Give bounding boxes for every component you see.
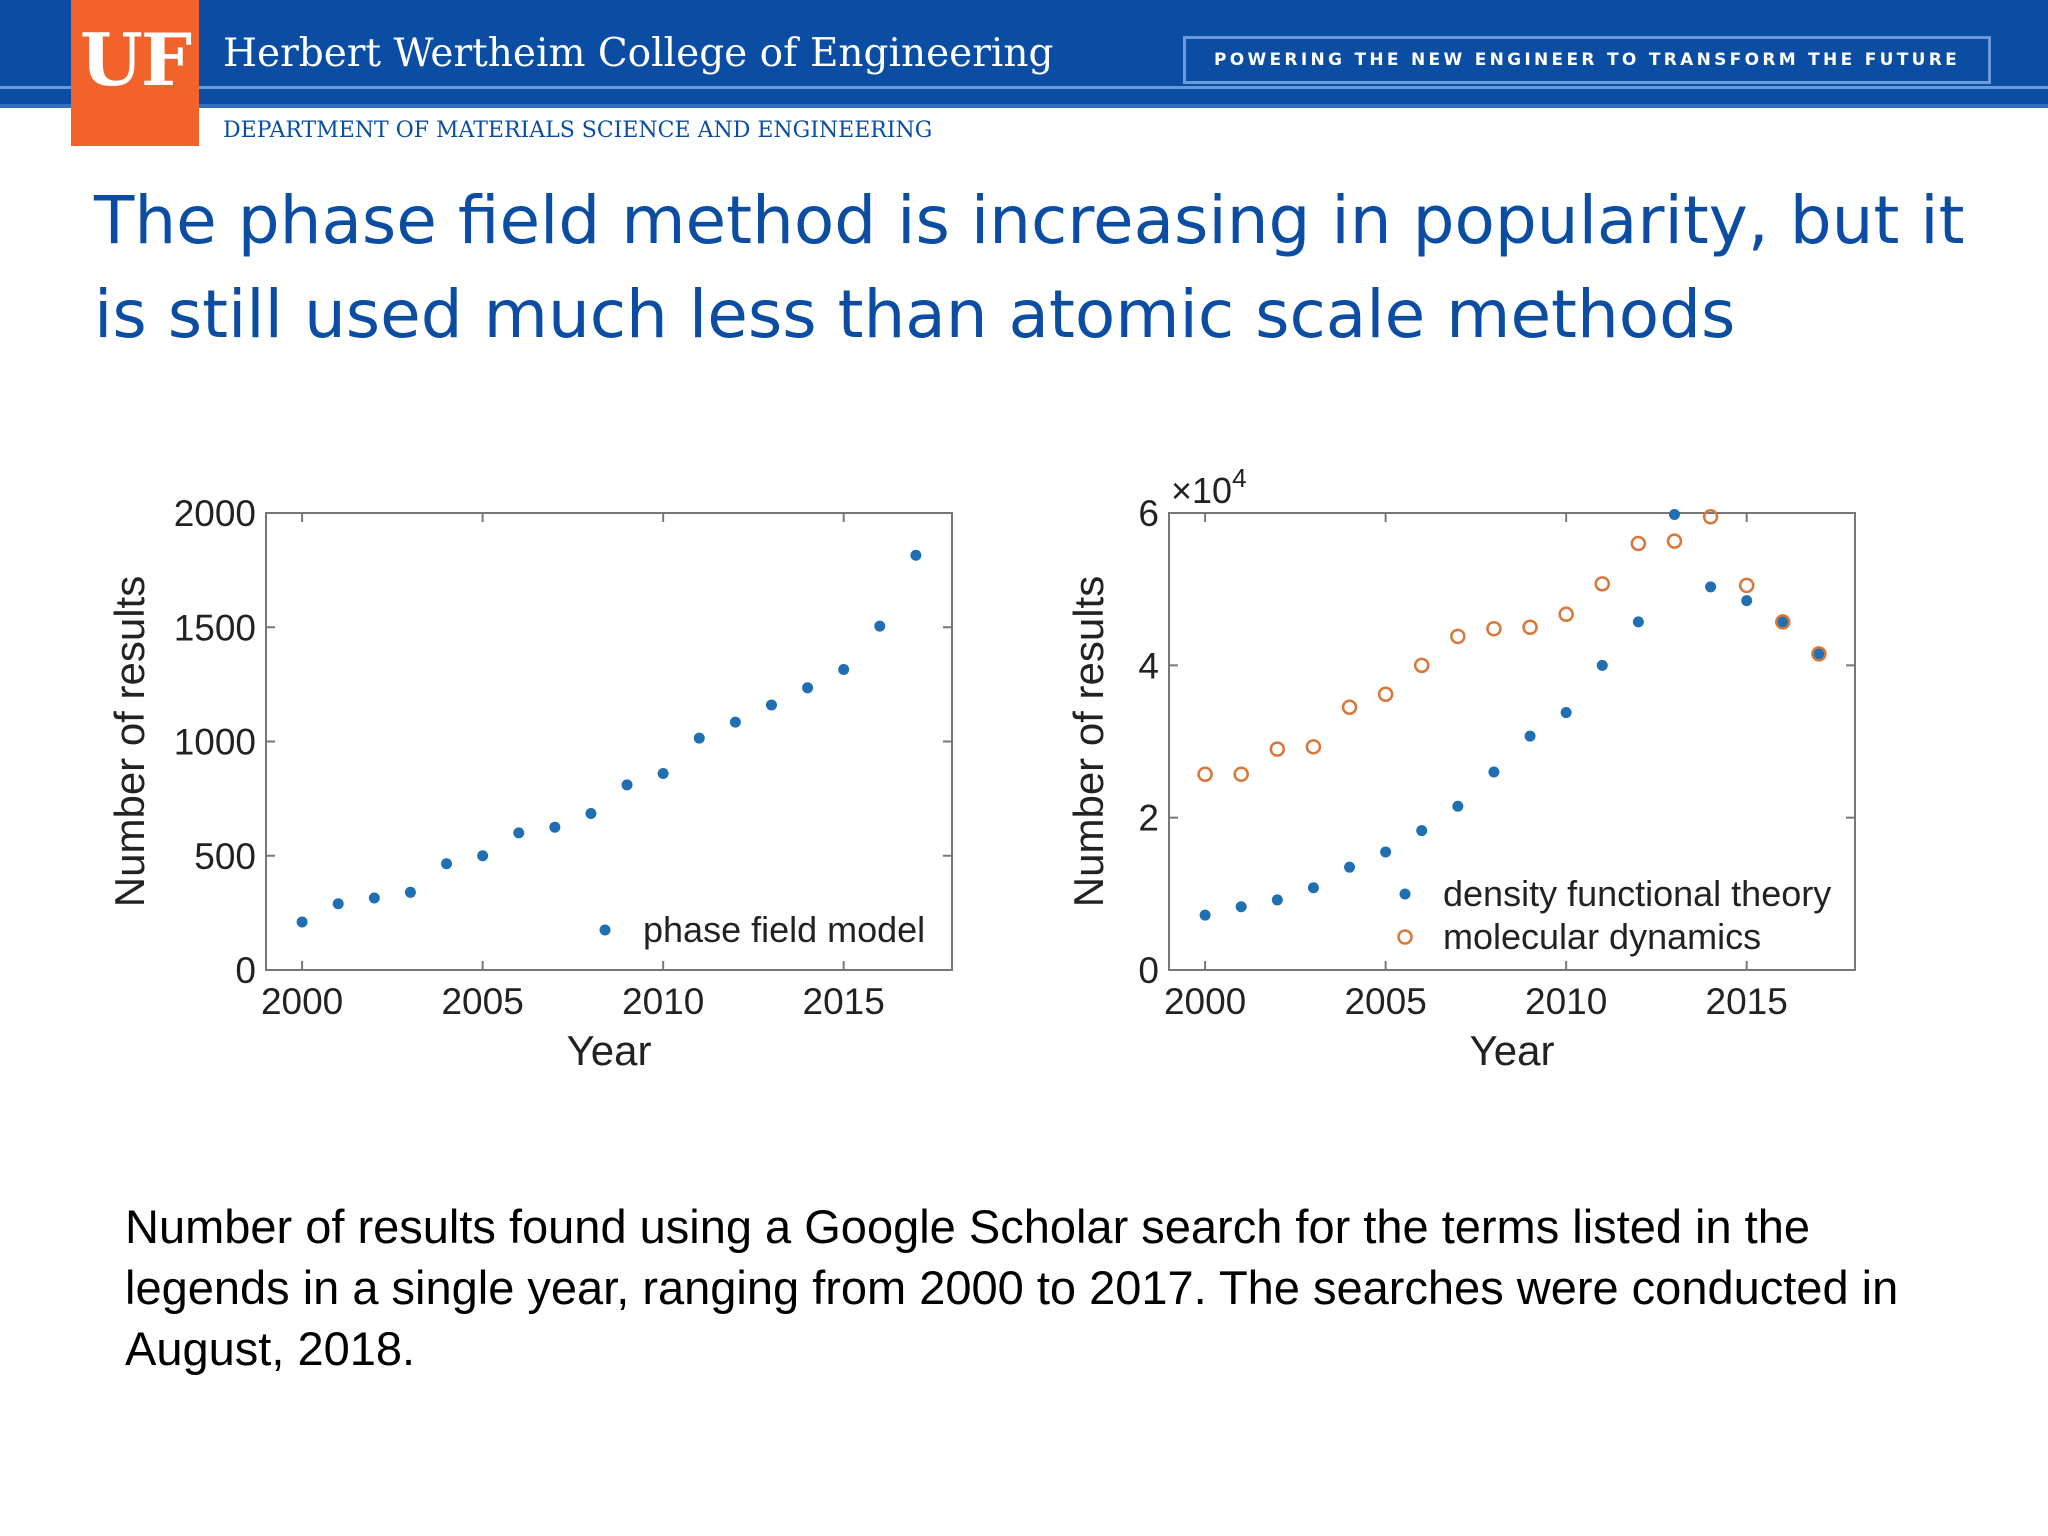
am-point-s0 xyxy=(1524,730,1536,742)
uf-logo: UF xyxy=(71,0,199,146)
pf-point-s0 xyxy=(765,699,777,711)
pf-point-s0 xyxy=(874,620,886,632)
am-y-multiplier: ×104 xyxy=(1171,463,1247,511)
am-point-s0 xyxy=(1271,894,1283,906)
pf-y-axis-label: Number of results xyxy=(106,576,153,907)
am-xtick-label: 2005 xyxy=(1344,981,1426,1022)
am-point-s1 xyxy=(1233,766,1249,783)
pf-point-s0 xyxy=(513,827,525,839)
chart-atomic-methods: 2000 2005 2010 2015 0 2 4 6 Year Number of result… xyxy=(1060,460,1980,1100)
am-legend-label: density functional theory xyxy=(1443,873,1831,914)
am-point-s0 xyxy=(1668,509,1680,521)
am-point-s0 xyxy=(1705,581,1717,593)
pf-point-s0 xyxy=(657,767,669,779)
am-point-s1 xyxy=(1630,535,1647,552)
am-point-s0 xyxy=(1452,800,1464,812)
pf-x-axis-label: Year xyxy=(567,1027,652,1074)
am-point-s1 xyxy=(1413,657,1430,674)
figure-caption: Number of results found using a Google S… xyxy=(125,1200,1899,1375)
am-point-s0 xyxy=(1632,616,1644,628)
am-point-s0 xyxy=(1813,648,1825,660)
pf-ytick-label: 0 xyxy=(235,950,256,991)
banner-divider xyxy=(0,86,2048,89)
department-name: DEPARTMENT OF MATERIALS SCIENCE AND ENGI… xyxy=(223,118,933,143)
am-point-s0 xyxy=(1307,882,1319,894)
pf-point-s0 xyxy=(693,732,705,744)
am-point-s0 xyxy=(1777,616,1789,628)
am-ytick-label: 2 xyxy=(1138,798,1159,839)
pf-point-s0 xyxy=(729,716,741,728)
am-point-s0 xyxy=(1416,825,1428,837)
tagline-box: POWERING THE NEW ENGINEER TO TRANSFORM T… xyxy=(1183,36,1991,84)
pf-point-s0 xyxy=(441,858,453,870)
pf-xtick-label: 2010 xyxy=(622,981,704,1022)
am-point-s1 xyxy=(1377,686,1394,703)
pf-point-s0 xyxy=(477,850,489,862)
pf-xtick-label: 2005 xyxy=(441,981,523,1022)
header-banner: Herbert Wertheim College of Engineering … xyxy=(0,0,2048,108)
pf-point-s0 xyxy=(910,549,922,561)
pf-xtick-label: 2015 xyxy=(803,981,885,1022)
am-y-multiplier-exponent: 4 xyxy=(1232,463,1246,493)
am-point-s1 xyxy=(1522,619,1538,635)
pf-point-s0 xyxy=(838,664,850,676)
pf-point-s0 xyxy=(404,886,416,898)
am-point-s1 xyxy=(1666,533,1683,549)
am-point-s1 xyxy=(1269,741,1286,757)
am-xtick-label: 2010 xyxy=(1525,981,1607,1022)
am-point-s1 xyxy=(1450,628,1466,645)
slide-title: The phase field method is increasing in … xyxy=(94,182,1965,353)
am-legend-marker xyxy=(1399,888,1411,900)
college-name: Herbert Wertheim College of Engineering xyxy=(223,31,1054,76)
pf-point-s0 xyxy=(802,682,814,694)
am-point-s1 xyxy=(1341,699,1358,715)
am-point-s0 xyxy=(1560,707,1572,719)
am-point-s0 xyxy=(1380,846,1392,858)
am-point-s0 xyxy=(1596,659,1608,671)
am-xtick-label: 2000 xyxy=(1164,981,1246,1022)
am-point-s0 xyxy=(1488,766,1500,778)
chart-phase-field-svg: 2000 2005 2010 2015 0 500 1000 1500 2000 Year Numb… xyxy=(106,493,953,1074)
pf-point-s0 xyxy=(585,807,597,819)
am-point-s0 xyxy=(1199,909,1211,921)
am-point-s1 xyxy=(1811,646,1827,662)
am-point-s1 xyxy=(1558,606,1574,623)
pf-point-s0 xyxy=(368,892,380,904)
am-ytick-label: 6 xyxy=(1138,493,1159,534)
am-point-s1 xyxy=(1197,766,1213,783)
am-point-s0 xyxy=(1741,595,1753,607)
pf-point-s0 xyxy=(621,779,633,791)
uf-logo-text: UF xyxy=(80,17,192,102)
am-point-s1 xyxy=(1775,614,1791,630)
am-legend-marker xyxy=(1397,929,1413,945)
pf-xtick-label: 2000 xyxy=(261,981,343,1022)
pf-point-s0 xyxy=(549,821,561,833)
am-point-s0 xyxy=(1235,901,1247,913)
am-point-s0 xyxy=(1344,861,1356,873)
am-ytick-label: 4 xyxy=(1138,645,1159,686)
am-point-s1 xyxy=(1738,577,1755,594)
am-point-s1 xyxy=(1486,621,1502,637)
am-point-s1 xyxy=(1305,739,1322,755)
pf-point-s0 xyxy=(332,898,344,910)
am-y-axis-label: Number of results xyxy=(1065,576,1112,907)
am-x-axis-label: Year xyxy=(1470,1027,1555,1074)
chart-phase-field: 2000 2005 2010 2015 0 500 1000 1500 2000 Year Numb… xyxy=(100,460,980,1100)
chart-atomic-methods-svg: 2000 2005 2010 2015 0 2 4 6 Year Number of result… xyxy=(1065,463,1856,1074)
am-point-s1 xyxy=(1702,509,1719,525)
pf-point-s0 xyxy=(296,916,308,928)
pf-legend-marker xyxy=(599,924,611,936)
am-xtick-label: 2015 xyxy=(1706,981,1788,1022)
tagline: POWERING THE NEW ENGINEER TO TRANSFORM T… xyxy=(1213,50,1961,70)
pf-ytick-label: 2000 xyxy=(174,493,256,534)
pf-ytick-label: 500 xyxy=(194,836,256,877)
am-point-s1 xyxy=(1594,576,1611,592)
pf-ytick-label: 1500 xyxy=(174,607,256,648)
pf-plot-area xyxy=(265,512,953,971)
am-legend-label: molecular dynamics xyxy=(1443,916,1761,957)
pf-legend-label: phase field model xyxy=(643,909,925,950)
am-ytick-label: 0 xyxy=(1138,950,1159,991)
am-y-multiplier-base: ×10 xyxy=(1171,470,1232,511)
pf-ytick-label: 1000 xyxy=(174,722,256,763)
